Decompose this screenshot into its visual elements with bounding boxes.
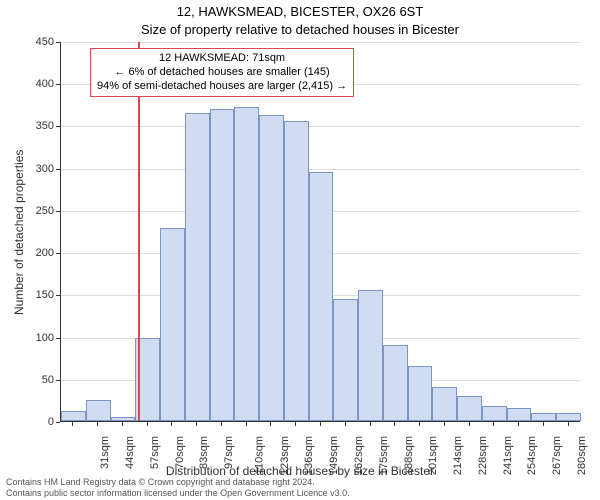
y-tick-label: 450 (36, 36, 54, 48)
histogram-bar (531, 413, 556, 421)
y-tick-mark (56, 211, 60, 212)
y-tick-label: 300 (36, 163, 54, 175)
footer-line: Contains HM Land Registry data © Crown c… (6, 477, 350, 487)
x-tick-label: 123sqm (279, 436, 291, 475)
histogram-bar (111, 417, 136, 421)
x-tick-label: 57sqm (149, 436, 161, 469)
y-tick-label: 0 (48, 416, 54, 428)
x-tick-mark (72, 422, 73, 426)
x-tick-mark (270, 422, 271, 426)
x-tick-mark (493, 422, 494, 426)
x-tick-mark (122, 422, 123, 426)
histogram-bar (556, 413, 581, 421)
marker-line (138, 42, 140, 421)
histogram-bar (358, 290, 383, 421)
histogram-bar (482, 406, 507, 421)
x-tick-mark (147, 422, 148, 426)
x-tick-mark (543, 422, 544, 426)
y-tick-mark (56, 42, 60, 43)
y-tick-mark (56, 84, 60, 85)
annotation-line: 12 HAWKSMEAD: 71sqm (97, 52, 347, 66)
y-tick-label: 100 (36, 332, 54, 344)
x-tick-label: 201sqm (427, 436, 439, 475)
x-tick-label: 228sqm (477, 436, 489, 475)
y-tick-label: 350 (36, 120, 54, 132)
x-tick-mark (370, 422, 371, 426)
x-tick-mark (419, 422, 420, 426)
x-tick-mark (469, 422, 470, 426)
x-tick-mark (97, 422, 98, 426)
histogram-bar (333, 299, 358, 421)
x-tick-label: 97sqm (223, 436, 235, 469)
x-tick-mark (568, 422, 569, 426)
x-tick-mark (320, 422, 321, 426)
histogram-bar (284, 121, 309, 421)
x-tick-mark (171, 422, 172, 426)
annotation-line: ← 6% of detached houses are smaller (145… (97, 66, 347, 80)
x-tick-label: 44sqm (124, 436, 136, 469)
x-tick-label: 162sqm (353, 436, 365, 475)
histogram-bar (383, 345, 408, 421)
y-tick-mark (56, 126, 60, 127)
histogram-bar (185, 113, 210, 421)
histogram-bar (507, 408, 532, 421)
y-tick-mark (56, 253, 60, 254)
x-tick-mark (394, 422, 395, 426)
x-tick-mark (196, 422, 197, 426)
x-tick-mark (295, 422, 296, 426)
histogram-bar (160, 228, 185, 421)
x-tick-label: 267sqm (551, 436, 563, 475)
y-tick-mark (56, 380, 60, 381)
annotation-line: 94% of semi-detached houses are larger (… (97, 80, 347, 94)
y-tick-label: 250 (36, 205, 54, 217)
x-tick-label: 31sqm (99, 436, 111, 469)
annotation-box: 12 HAWKSMEAD: 71sqm← 6% of detached hous… (90, 48, 354, 97)
x-tick-label: 149sqm (328, 436, 340, 475)
histogram-bar (210, 109, 235, 421)
x-tick-mark (518, 422, 519, 426)
footer-line: Contains public sector information licen… (6, 488, 350, 498)
chart-container: 12, HAWKSMEAD, BICESTER, OX26 6ST Size o… (0, 0, 600, 500)
histogram-bar (309, 172, 334, 421)
y-tick-mark (56, 338, 60, 339)
histogram-bar (408, 366, 433, 421)
x-tick-mark (444, 422, 445, 426)
y-tick-label: 150 (36, 289, 54, 301)
histogram-bar (259, 115, 284, 421)
histogram-bar (234, 107, 259, 421)
y-tick-label: 50 (42, 374, 54, 386)
chart-title-line1: 12, HAWKSMEAD, BICESTER, OX26 6ST (0, 4, 600, 19)
y-tick-label: 400 (36, 78, 54, 90)
x-tick-label: 254sqm (526, 436, 538, 475)
x-tick-label: 188sqm (403, 436, 415, 475)
x-tick-label: 136sqm (304, 436, 316, 475)
histogram-bar (457, 396, 482, 421)
y-tick-mark (56, 295, 60, 296)
x-tick-label: 280sqm (576, 436, 588, 475)
y-tick-mark (56, 169, 60, 170)
histogram-bar (432, 387, 457, 421)
x-tick-label: 241sqm (502, 436, 514, 475)
x-tick-label: 214sqm (452, 436, 464, 475)
x-tick-mark (345, 422, 346, 426)
plot-area (60, 42, 580, 422)
histogram-bar (61, 411, 86, 421)
x-tick-label: 110sqm (253, 436, 265, 474)
x-tick-label: 83sqm (198, 436, 210, 469)
chart-title-line2: Size of property relative to detached ho… (0, 22, 600, 37)
x-tick-mark (246, 422, 247, 426)
x-tick-label: 70sqm (174, 436, 186, 469)
x-tick-mark (221, 422, 222, 426)
y-tick-mark (56, 422, 60, 423)
y-tick-label: 200 (36, 247, 54, 259)
footer-attribution: Contains HM Land Registry data © Crown c… (6, 477, 350, 498)
histogram-bar (86, 400, 111, 421)
y-axis-label: Number of detached properties (12, 149, 26, 314)
x-tick-label: 175sqm (378, 436, 390, 475)
